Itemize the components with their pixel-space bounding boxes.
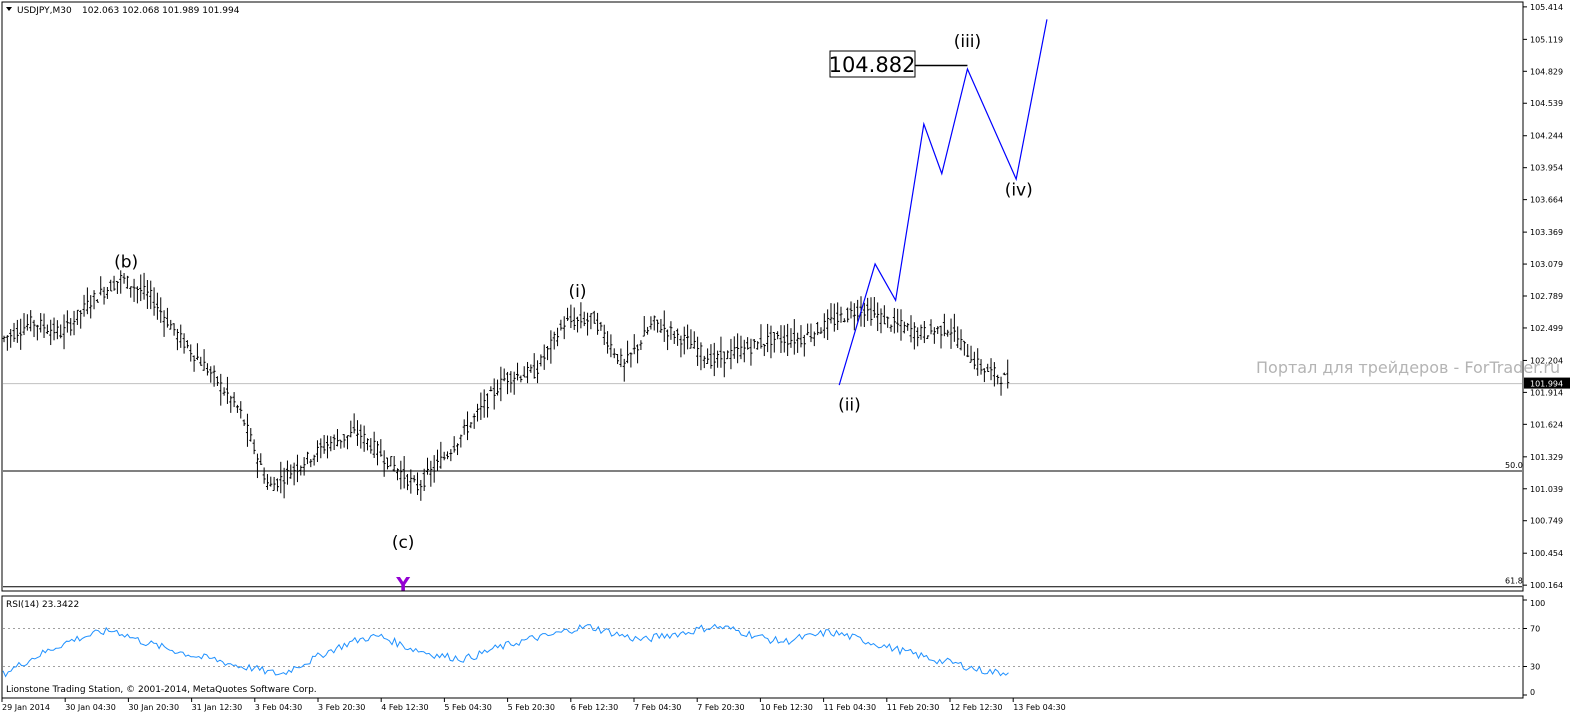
main-plot-frame [1, 1, 1524, 592]
price-axis: 105.414 105.119 104.829 104.539 104.244 103.9… [1523, 3, 1570, 590]
price-tick-label: 100.164 [1530, 581, 1563, 590]
price-tick-label: 102.789 [1530, 292, 1563, 301]
dropdown-triangle-icon[interactable] [6, 7, 12, 11]
price-tick-label: 102.204 [1530, 356, 1563, 365]
time-tick-label: 11 Feb 20:30 [887, 703, 939, 712]
wave-label: (i) [569, 282, 587, 302]
target-label: 104.882 [829, 53, 916, 77]
time-tick-label: 11 Feb 04:30 [824, 703, 876, 712]
time-tick-label: 12 Feb 12:30 [950, 703, 1002, 712]
time-tick-label: 3 Feb 20:30 [318, 703, 365, 712]
time-tick-label: 3 Feb 04:30 [255, 703, 302, 712]
wave-label: (c) [392, 533, 415, 553]
time-tick-label: 30 Jan 04:30 [65, 703, 116, 712]
level-lines: 50.0 61.8 [3, 383, 1523, 588]
current-price-badge [1524, 377, 1570, 389]
wave-marker-y: Y [395, 573, 410, 595]
time-axis: 29 Jan 2014 30 Jan 04:30 30 Jan 20:30 31 Ja… [1, 698, 1066, 712]
watermark-text: Портал для трейдеров - ForTrader.ru [1256, 358, 1560, 377]
time-tick-label: 7 Feb 04:30 [634, 703, 681, 712]
rsi-tick-label: 0 [1530, 688, 1535, 697]
rsi-tick-label: 100 [1530, 599, 1545, 608]
time-tick-label: 6 Feb 12:30 [571, 703, 618, 712]
time-tick-label: 5 Feb 20:30 [508, 703, 555, 712]
wave-label: (iv) [1005, 181, 1033, 201]
wave-projection [838, 19, 1048, 386]
wave-label: (ii) [838, 395, 861, 415]
price-tick-label: 100.749 [1530, 517, 1563, 526]
price-tick-label: 103.369 [1530, 228, 1563, 237]
price-tick-label: 101.914 [1530, 388, 1563, 397]
current-price-label: 101.994 [1530, 380, 1563, 389]
time-tick-label: 30 Jan 20:30 [128, 703, 179, 712]
price-tick-label: 105.119 [1530, 35, 1563, 44]
price-tick-label: 104.539 [1530, 99, 1563, 108]
price-tick-label: 104.244 [1530, 132, 1563, 141]
price-tick-label: 103.954 [1530, 164, 1563, 173]
time-tick-label: 10 Feb 12:30 [760, 703, 812, 712]
time-tick-label: 7 Feb 20:30 [697, 703, 744, 712]
price-tick-label: 101.329 [1530, 453, 1563, 462]
rsi-label: RSI(14) 23.3422 [6, 600, 79, 610]
rsi-tick-label: 70 [1530, 625, 1540, 634]
price-bars [2, 270, 1010, 501]
time-tick-label: 5 Feb 04:30 [444, 703, 491, 712]
rsi-tick-label: 30 [1530, 663, 1540, 672]
price-tick-label: 104.829 [1530, 67, 1563, 76]
target-box [829, 50, 916, 78]
time-tick-label: 31 Jan 12:30 [192, 703, 243, 712]
projection-line [838, 19, 1048, 386]
fib-level-label: 61.8 [1505, 577, 1523, 586]
price-tick-label: 103.079 [1530, 260, 1563, 269]
rsi-line [2, 623, 1009, 678]
time-tick-label: 13 Feb 04:30 [1013, 703, 1065, 712]
rsi-panel: 100 70 30 0 [2, 599, 1545, 697]
price-tick-label: 105.414 [1530, 3, 1563, 12]
price-tick-label: 102.499 [1530, 324, 1563, 333]
price-tick-label: 103.664 [1530, 196, 1563, 205]
symbol-label: USDJPY,M30 [17, 6, 72, 16]
fib-level-label: 50.0 [1505, 461, 1523, 470]
ohlc-values: 102.063 102.068 101.989 101.994 [82, 6, 240, 16]
time-tick-label: 4 Feb 12:30 [381, 703, 428, 712]
wave-label: (b) [114, 252, 138, 272]
copyright-text: Lionstone Trading Station, © 2001-2014, … [6, 685, 317, 695]
time-tick-label: 29 Jan 2014 [2, 703, 50, 712]
price-tick-label: 100.454 [1530, 549, 1563, 558]
price-tick-label: 101.039 [1530, 485, 1563, 494]
wave-label: (iii) [954, 32, 981, 52]
wave-labels: (b) (c) (i) (ii) (iii) (iv) Y [114, 32, 1033, 596]
price-tick-label: 101.624 [1530, 420, 1563, 429]
rsi-plot-frame [1, 595, 1524, 699]
